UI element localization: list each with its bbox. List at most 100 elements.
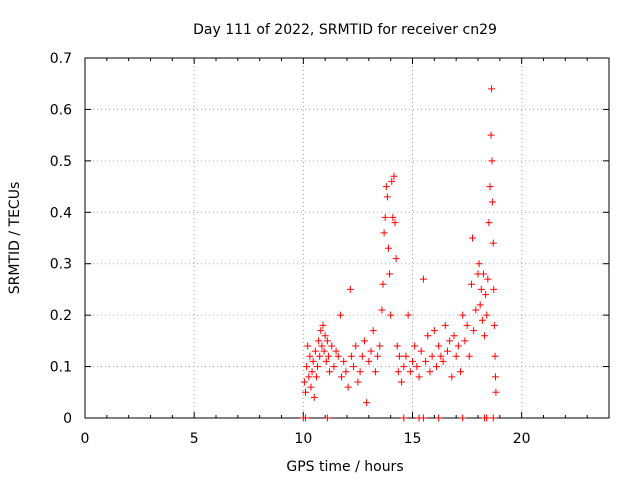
data-point — [320, 347, 328, 355]
data-point — [382, 183, 390, 191]
data-point — [400, 363, 408, 371]
data-point — [402, 352, 410, 360]
data-point — [330, 363, 338, 371]
data-point — [454, 342, 462, 350]
data-point — [428, 352, 436, 360]
data-point — [472, 306, 480, 314]
data-point — [347, 352, 355, 360]
data-point — [459, 311, 467, 319]
data-point — [319, 321, 327, 329]
data-point — [374, 352, 382, 360]
zero-data-point — [400, 414, 408, 422]
data-point — [360, 337, 368, 345]
data-point — [371, 368, 379, 376]
data-point — [312, 373, 320, 381]
x-tick-label: 10 — [294, 431, 312, 447]
data-point — [483, 311, 491, 319]
data-point — [488, 198, 496, 206]
data-point — [406, 368, 414, 376]
data-point — [398, 378, 406, 386]
data-point — [326, 368, 334, 376]
data-point — [404, 311, 412, 319]
gridlines — [85, 58, 609, 418]
data-point — [448, 373, 456, 381]
data-point — [439, 357, 447, 365]
data-point — [463, 321, 471, 329]
data-point — [486, 183, 494, 191]
zero-data-point — [483, 414, 491, 422]
data-point — [465, 352, 473, 360]
data-point — [409, 357, 416, 365]
data-point — [308, 368, 316, 376]
data-point — [376, 342, 384, 350]
y-axis-label: SRMTID / TECUs — [7, 182, 23, 295]
data-point — [488, 85, 496, 93]
data-point — [490, 321, 498, 329]
data-point — [437, 352, 445, 360]
data-point — [411, 342, 419, 350]
data-point — [452, 352, 460, 360]
data-point — [386, 270, 394, 278]
data-point — [300, 378, 308, 386]
data-point — [306, 352, 314, 360]
y-tick-label: 0 — [63, 411, 72, 427]
data-point — [430, 327, 438, 335]
data-point — [354, 378, 362, 386]
chart-title: Day 111 of 2022, SRMTID for receiver cn2… — [193, 22, 497, 38]
data-point — [381, 213, 389, 221]
data-point — [487, 131, 495, 139]
data-point — [350, 363, 358, 371]
data-point — [461, 337, 469, 345]
data-point — [393, 342, 401, 350]
x-tick-label: 20 — [513, 431, 531, 447]
data-point — [304, 342, 312, 350]
data-point — [358, 352, 366, 360]
data-point — [303, 363, 311, 371]
data-point — [367, 347, 375, 355]
data-point — [415, 373, 423, 381]
data-point — [356, 368, 364, 376]
data-point — [478, 316, 486, 324]
data-point — [379, 280, 387, 288]
data-point — [417, 347, 425, 355]
data-point — [388, 177, 396, 185]
data-point — [491, 373, 499, 381]
x-axis-label: GPS time / hours — [286, 459, 403, 475]
data-point — [419, 275, 427, 283]
data-point — [475, 260, 483, 268]
axes: 0 0.1 0.2 0.3 0.4 0.5 0.6 0.7 0 5 10 15 20 — [50, 51, 610, 447]
data-point — [481, 332, 489, 340]
data-point — [389, 213, 397, 221]
data-point — [441, 321, 449, 329]
data-point — [332, 347, 340, 355]
data-point — [383, 193, 391, 201]
x-tick-label: 15 — [404, 431, 422, 447]
data-point — [318, 342, 326, 350]
data-point — [315, 337, 323, 345]
data-point — [380, 229, 388, 237]
data-point — [424, 332, 432, 340]
data-point — [395, 352, 403, 360]
data-point — [363, 399, 371, 407]
data-point — [457, 368, 465, 376]
y-tick-label: 0.3 — [50, 257, 72, 273]
data-point — [346, 285, 354, 293]
data-point — [316, 352, 324, 360]
data-point — [443, 347, 451, 355]
y-tick-label: 0.2 — [50, 308, 72, 324]
zero-data-point — [302, 414, 310, 422]
data-point — [334, 352, 342, 360]
data-point — [490, 285, 498, 293]
data-point — [340, 357, 348, 365]
data-point — [476, 301, 484, 309]
data-point — [336, 311, 344, 319]
data-point — [309, 357, 317, 365]
data-point — [477, 285, 485, 293]
plot-frame — [84, 57, 610, 419]
data-point — [321, 332, 329, 340]
data-point — [305, 373, 313, 381]
data-point — [310, 393, 318, 401]
data-point — [352, 342, 360, 350]
data-point — [344, 383, 352, 391]
